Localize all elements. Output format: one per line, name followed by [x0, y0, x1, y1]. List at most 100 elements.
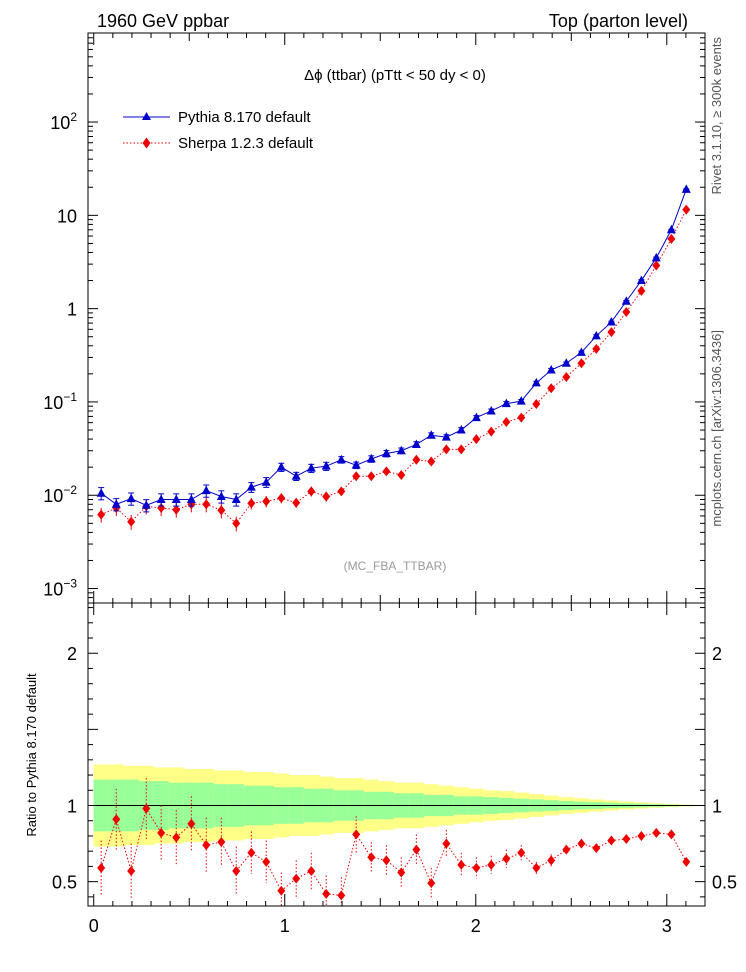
- point-pythia: [576, 347, 586, 356]
- point-pythia: [456, 425, 466, 434]
- ratio-point: [247, 847, 256, 858]
- ratio-point: [112, 814, 121, 825]
- legend-entry-sherpa: Sherpa 1.2.3 default: [123, 135, 314, 152]
- point-pythia: [156, 494, 166, 504]
- ratio-y-tick-label-right: 2: [712, 644, 722, 664]
- point-pythia: [441, 432, 451, 441]
- ratio-point: [502, 853, 511, 864]
- ratio-point: [547, 855, 556, 866]
- point-pythia: [516, 396, 526, 405]
- point-sherpa: [652, 260, 661, 271]
- point-sherpa: [157, 502, 166, 513]
- point-pythia: [261, 477, 271, 486]
- point-pythia: [606, 316, 616, 326]
- ratio-point: [622, 834, 631, 845]
- ratio-point: [607, 835, 616, 846]
- ratio-point: [517, 847, 526, 858]
- ratio-plot-frame: [87, 602, 706, 907]
- ratio-point: [262, 856, 271, 867]
- ratio-y-tick-label: 2: [67, 644, 77, 664]
- ratio-point: [577, 838, 586, 849]
- point-pythia: [111, 499, 121, 508]
- point-sherpa: [397, 469, 406, 480]
- ratio-point: [217, 837, 226, 848]
- point-sherpa: [127, 516, 136, 527]
- point-sherpa: [172, 504, 181, 515]
- point-pythia: [276, 462, 286, 471]
- point-sherpa: [592, 343, 601, 354]
- ratio-plot-panel: 0.5 0.5 1 1 2 2 0 1 2 3 Ratio to Pythia 8.170 de…: [24, 33, 737, 936]
- point-pythia: [141, 500, 151, 509]
- point-sherpa: [292, 497, 301, 508]
- ratio-point: [367, 852, 376, 863]
- ratio-point: [232, 865, 241, 876]
- main-plot-title: Δϕ (ttbar) (pTtt < 50 dy < 0): [304, 67, 486, 84]
- point-pythia: [381, 448, 391, 458]
- ratio-point: [682, 856, 691, 867]
- header-left: 1960 GeV ppbar: [97, 11, 229, 31]
- ratio-point: [397, 867, 406, 878]
- ratio-point: [487, 859, 496, 870]
- ratio-point: [667, 829, 676, 840]
- ratio-point: [457, 859, 466, 870]
- point-sherpa: [532, 399, 541, 410]
- point-sherpa: [622, 307, 631, 318]
- ratio-point: [97, 862, 106, 873]
- ratio-series-line-sherpa: [100, 807, 687, 896]
- point-sherpa: [412, 454, 421, 465]
- point-pythia: [426, 430, 436, 439]
- point-sherpa: [202, 499, 211, 510]
- point-pythia: [651, 252, 661, 262]
- ratio-point: [442, 838, 451, 849]
- point-pythia: [171, 494, 181, 504]
- ratio-point: [382, 855, 391, 866]
- ratio-point: [187, 818, 196, 829]
- point-pythia: [396, 445, 406, 455]
- ratio-point: [592, 843, 601, 854]
- point-pythia: [231, 494, 241, 504]
- main-plot-marks: [96, 184, 691, 532]
- point-pythia: [126, 493, 136, 503]
- ratio-point: [532, 862, 541, 873]
- point-pythia: [336, 454, 346, 464]
- point-sherpa: [577, 358, 586, 369]
- point-pythia: [96, 488, 106, 497]
- point-sherpa: [322, 491, 331, 502]
- point-pythia: [411, 439, 421, 448]
- ratio-y-tick-label: 1: [67, 797, 77, 817]
- legend-label-pythia: Pythia 8.170 default: [178, 109, 311, 126]
- point-pythia: [501, 398, 511, 408]
- point-sherpa: [487, 426, 496, 437]
- ratio-point: [652, 827, 661, 838]
- point-sherpa: [682, 204, 691, 215]
- x-tick-label: 1: [280, 916, 290, 936]
- point-sherpa: [502, 416, 511, 427]
- ratio-point: [172, 832, 181, 843]
- main-y-tick-label: 1: [67, 300, 77, 320]
- main-y-tick-label: 10−2: [43, 483, 77, 506]
- legend: Pythia 8.170 default Sherpa 1.2.3 defaul…: [123, 109, 314, 152]
- ratio-point: [472, 862, 481, 873]
- point-pythia: [321, 461, 331, 470]
- legend-label-sherpa: Sherpa 1.2.3 default: [178, 135, 314, 152]
- point-sherpa: [562, 372, 571, 383]
- side-label-rivet: Rivet 3.1.10, ≥ 300k events: [709, 37, 724, 195]
- point-pythia: [216, 491, 226, 500]
- point-pythia: [546, 364, 556, 374]
- point-pythia: [291, 471, 301, 480]
- point-sherpa: [352, 471, 361, 482]
- point-pythia: [186, 494, 196, 504]
- point-sherpa: [667, 233, 676, 244]
- point-pythia: [351, 460, 361, 469]
- ratio-y-tick-label: 0.5: [52, 873, 77, 893]
- point-sherpa: [517, 412, 526, 423]
- ratio-point: [637, 830, 646, 841]
- main-y-ticks: 10−3 10−2 10−1 1 10 102: [43, 32, 705, 604]
- series-line-sherpa: [100, 209, 687, 525]
- main-y-tick-label: 10: [57, 206, 77, 226]
- ratio-point: [142, 803, 151, 814]
- point-pythia: [666, 224, 676, 234]
- point-sherpa: [547, 383, 556, 394]
- point-sherpa: [457, 444, 466, 455]
- ratio-point: [322, 888, 331, 899]
